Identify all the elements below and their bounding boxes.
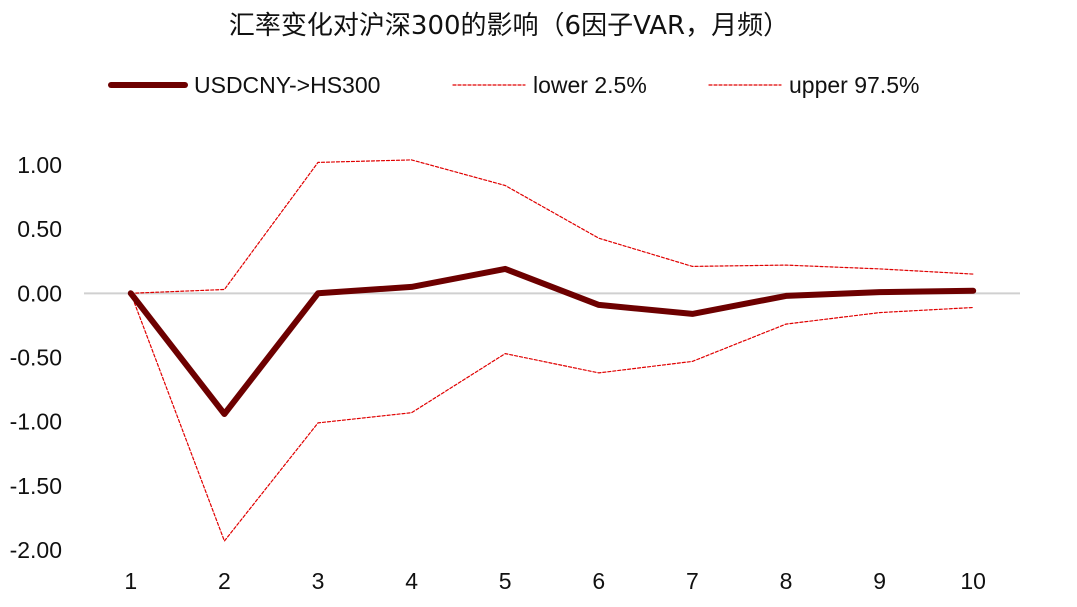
series-line-1 <box>130 292 974 542</box>
x-tick-label: 9 <box>873 568 886 594</box>
chart-series-layer <box>127 159 977 542</box>
y-tick-label: -1.50 <box>10 473 62 499</box>
x-tick-label: 5 <box>499 568 512 594</box>
legend-label-1: lower 2.5% <box>533 72 647 98</box>
y-tick-label: -0.50 <box>10 345 62 371</box>
y-tick-label: -2.00 <box>10 537 62 563</box>
chart-legend: USDCNY->HS300 lower 2.5% upper 97.5% <box>108 72 919 98</box>
x-tick-label: 4 <box>405 568 418 594</box>
x-tick-label: 6 <box>592 568 605 594</box>
chart-axes: 1.00 0.50 0.00 -0.50 -1.00 -1.50 -2.00 1 2 3 4 5 6 7 8… <box>10 152 1020 594</box>
legend-label-0: USDCNY->HS300 <box>194 72 380 98</box>
x-tick-label: 7 <box>686 568 699 594</box>
y-tick-label: -1.00 <box>10 409 62 435</box>
legend-label-2: upper 97.5% <box>789 72 919 98</box>
x-tick-label: 3 <box>312 568 325 594</box>
chart-title: 汇率变化对沪深300的影响（6因子VAR，月频） <box>229 11 789 41</box>
series-line-0 <box>127 265 977 417</box>
series-line-2 <box>130 159 974 294</box>
y-tick-label: 0.50 <box>17 216 62 242</box>
x-tick-label: 2 <box>218 568 231 594</box>
y-tick-label: 0.00 <box>17 280 62 306</box>
y-tick-label: 1.00 <box>17 152 62 178</box>
x-tick-label: 8 <box>780 568 793 594</box>
x-tick-label: 10 <box>960 568 986 594</box>
x-tick-label: 1 <box>124 568 137 594</box>
